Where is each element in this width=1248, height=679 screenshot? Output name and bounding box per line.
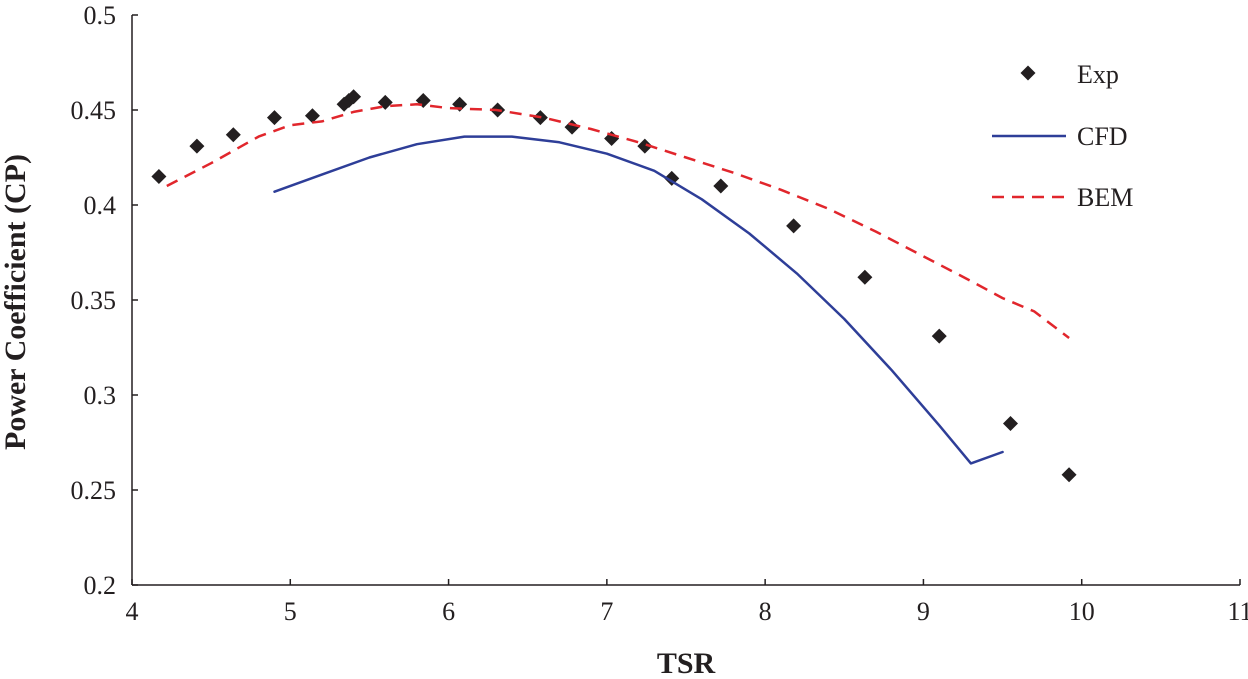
y-tick-label: 0.45 xyxy=(71,96,117,125)
exp-data-point xyxy=(346,89,362,105)
y-axis-title: Power Coefficient (CP) xyxy=(0,154,32,450)
x-tick-label: 7 xyxy=(600,597,613,626)
exp-data-point xyxy=(304,108,320,124)
legend-item-cfd: CFD xyxy=(992,122,1128,151)
x-tick-label: 4 xyxy=(126,597,139,626)
plot-area xyxy=(131,15,1240,586)
exp-data-point xyxy=(1002,416,1018,431)
y-tick-label: 0.5 xyxy=(84,1,117,30)
legend-label-bem: BEM xyxy=(1077,183,1133,212)
x-tick-label: 8 xyxy=(759,597,772,626)
legend-diamond-icon xyxy=(1020,65,1036,81)
exp-data-point xyxy=(713,178,729,194)
x-tick-label: 5 xyxy=(284,597,297,626)
legend-item-exp: Exp xyxy=(1020,60,1119,89)
bem-series-line xyxy=(166,103,1070,339)
exp-data-point xyxy=(151,169,167,184)
x-axis-ticks: 4 5 6 7 8 9 10 11 xyxy=(126,579,1248,626)
exp-data-point xyxy=(1061,467,1077,483)
y-tick-label: 0.35 xyxy=(71,286,117,315)
y-tick-label: 0.4 xyxy=(84,191,117,220)
legend-label-exp: Exp xyxy=(1077,60,1119,89)
exp-data-point xyxy=(604,131,620,146)
x-tick-label: 10 xyxy=(1069,597,1095,626)
exp-data-point xyxy=(786,218,802,234)
cfd-series-line xyxy=(273,135,1004,465)
x-tick-label: 9 xyxy=(917,597,930,626)
legend-item-bem: BEM xyxy=(992,183,1133,212)
legend: Exp CFD BEM xyxy=(992,60,1133,212)
series-layer xyxy=(151,89,1077,483)
y-tick-label: 0.3 xyxy=(84,381,117,410)
x-axis-title: TSR xyxy=(657,647,716,679)
y-tick-label: 0.2 xyxy=(84,571,117,600)
exp-data-point xyxy=(266,110,282,126)
exp-data-point xyxy=(225,127,241,143)
legend-label-cfd: CFD xyxy=(1077,122,1128,151)
exp-data-point xyxy=(564,119,580,135)
exp-data-point xyxy=(637,138,653,154)
y-axis-ticks: 0.2 0.25 0.3 0.35 0.4 0.45 0.5 xyxy=(71,1,138,600)
x-tick-label: 6 xyxy=(442,597,455,626)
x-tick-label: 11 xyxy=(1227,597,1248,626)
y-tick-label: 0.25 xyxy=(71,476,117,505)
exp-data-point xyxy=(931,328,947,344)
exp-data-point xyxy=(857,269,873,285)
exp-data-point xyxy=(189,138,205,154)
exp-data-point xyxy=(415,93,431,108)
